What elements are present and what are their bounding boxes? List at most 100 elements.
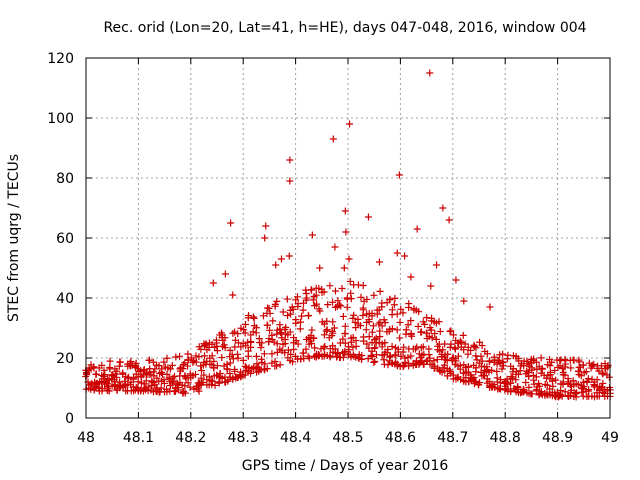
data-point xyxy=(574,380,582,388)
data-point xyxy=(272,261,280,269)
data-point xyxy=(405,303,413,311)
data-point xyxy=(551,366,559,374)
data-point xyxy=(397,352,405,360)
data-point xyxy=(381,339,389,347)
data-point xyxy=(323,317,331,325)
data-point xyxy=(503,355,511,363)
data-point xyxy=(270,338,278,346)
data-point xyxy=(299,349,307,357)
data-point xyxy=(407,329,415,337)
data-point xyxy=(302,296,310,304)
data-point xyxy=(321,342,329,350)
x-tick-label: 48.6 xyxy=(385,430,416,446)
data-point xyxy=(457,339,465,347)
data-point xyxy=(346,277,354,285)
data-point xyxy=(150,368,158,376)
x-tick-label: 48.5 xyxy=(332,430,363,446)
data-point xyxy=(315,305,323,313)
data-point xyxy=(414,322,422,330)
data-point xyxy=(546,368,554,376)
data-point xyxy=(279,308,287,316)
data-point xyxy=(359,281,367,289)
data-point xyxy=(145,356,153,364)
data-point xyxy=(181,389,189,397)
x-tick-label: 49 xyxy=(601,430,619,446)
data-point xyxy=(364,213,372,221)
data-point xyxy=(354,315,362,323)
data-point xyxy=(378,343,386,351)
x-tick-label: 48.2 xyxy=(175,430,206,446)
data-point xyxy=(390,301,398,309)
data-point xyxy=(322,327,330,335)
data-point xyxy=(323,326,331,334)
data-point xyxy=(263,365,271,373)
data-point xyxy=(543,381,551,389)
data-point xyxy=(335,301,343,309)
data-point xyxy=(294,340,302,348)
data-point xyxy=(378,322,386,330)
data-point xyxy=(158,365,166,373)
data-point xyxy=(343,303,351,311)
y-tick-label: 100 xyxy=(47,111,74,127)
data-point xyxy=(415,308,423,316)
data-point xyxy=(395,171,403,179)
data-point xyxy=(194,385,202,393)
data-point xyxy=(269,317,277,325)
data-point xyxy=(316,264,324,272)
data-point xyxy=(234,339,242,347)
data-point xyxy=(593,376,601,384)
data-point xyxy=(559,380,567,388)
data-point xyxy=(305,354,313,362)
data-point xyxy=(221,334,229,342)
data-point xyxy=(452,357,460,365)
data-point xyxy=(590,360,598,368)
data-point xyxy=(501,386,509,394)
data-point xyxy=(519,388,527,396)
data-point xyxy=(388,342,396,350)
data-point xyxy=(334,297,342,305)
data-point xyxy=(597,362,605,370)
data-point xyxy=(135,367,143,375)
data-point xyxy=(304,311,312,319)
data-point xyxy=(101,371,109,379)
data-point xyxy=(537,354,545,362)
data-point xyxy=(512,376,520,384)
data-point xyxy=(313,300,321,308)
data-point xyxy=(386,352,394,360)
data-point xyxy=(277,255,285,263)
data-point xyxy=(368,328,376,336)
x-tick-label: 48 xyxy=(77,430,95,446)
data-point xyxy=(339,312,347,320)
data-point xyxy=(286,177,294,185)
data-point xyxy=(271,302,279,310)
data-point xyxy=(372,334,380,342)
data-point xyxy=(213,339,221,347)
data-point xyxy=(205,373,213,381)
data-point xyxy=(546,362,554,370)
data-point xyxy=(296,325,304,333)
data-point xyxy=(462,374,470,382)
data-point xyxy=(290,346,298,354)
data-point xyxy=(350,311,358,319)
data-point xyxy=(552,376,560,384)
data-point xyxy=(412,345,420,353)
data-point xyxy=(341,339,349,347)
data-point xyxy=(166,365,174,373)
data-point xyxy=(329,298,337,306)
data-point xyxy=(337,302,345,310)
data-point xyxy=(92,384,100,392)
data-point xyxy=(498,365,506,373)
data-point xyxy=(472,344,480,352)
data-point xyxy=(397,305,405,313)
data-point xyxy=(478,357,486,365)
data-point xyxy=(525,383,533,391)
data-point xyxy=(105,387,113,395)
data-point xyxy=(100,366,108,374)
data-point xyxy=(391,294,399,302)
data-point xyxy=(359,306,367,314)
data-point xyxy=(341,207,349,215)
data-point xyxy=(508,374,516,382)
data-point xyxy=(184,362,192,370)
data-point xyxy=(467,346,475,354)
